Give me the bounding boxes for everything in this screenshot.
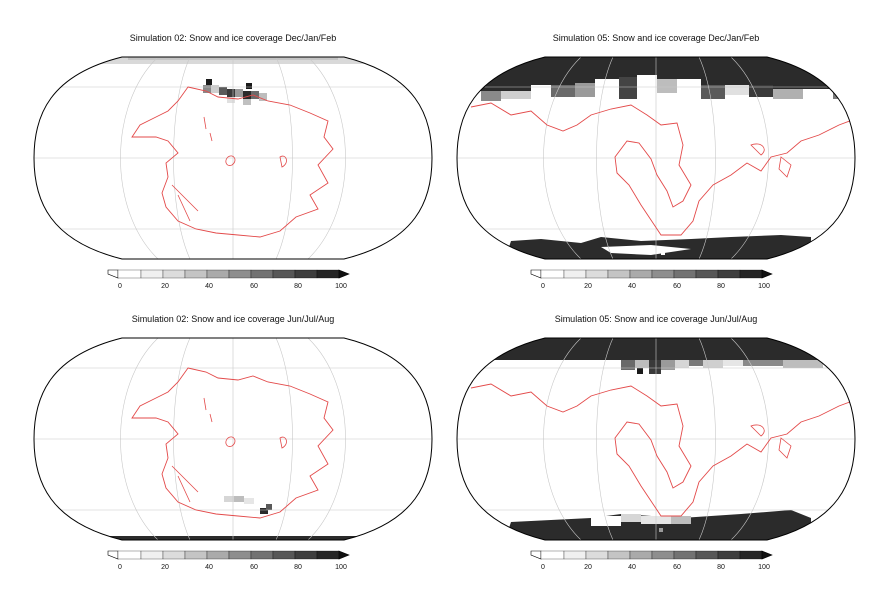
panel-sim05-jja: Simulation 05: Snow and ice coverage Jun… — [451, 314, 861, 604]
coastline-2 — [750, 424, 792, 459]
colorbar-under-arrow — [107, 550, 119, 560]
map-sim05-djf — [456, 56, 856, 260]
ice-edge-north — [621, 360, 823, 374]
tick-label: 100 — [335, 564, 347, 571]
panel-title: Simulation 05: Snow and ice coverage Jun… — [554, 314, 758, 324]
tick-label: 20 — [161, 283, 169, 290]
ice-cells — [224, 496, 272, 514]
map-border — [456, 56, 856, 260]
graticule — [457, 338, 855, 540]
ice-cells — [203, 79, 267, 105]
colorbar-over-arrow — [338, 269, 350, 279]
coastline-inner — [203, 397, 287, 449]
tick-label: 40 — [628, 283, 636, 290]
panel-title: Simulation 05: Snow and ice coverage Dec… — [552, 33, 760, 43]
tick-label: 100 — [335, 283, 347, 290]
tick-label: 60 — [673, 283, 681, 290]
tick-label: 20 — [584, 564, 592, 571]
coastline — [470, 383, 855, 517]
tick-label: 0 — [118, 283, 122, 290]
tick-label: 80 — [294, 564, 302, 571]
coastline-2 — [750, 143, 792, 178]
tick-label: 80 — [294, 283, 302, 290]
panel-sim05-djf: Simulation 05: Snow and ice coverage Dec… — [451, 33, 861, 323]
coastline-inner-2 — [171, 465, 199, 503]
tick-label: 40 — [205, 283, 213, 290]
tick-label: 80 — [717, 564, 725, 571]
map-border — [33, 56, 433, 260]
map-sim02-jja — [33, 337, 433, 541]
graticule — [457, 57, 855, 259]
graticule — [34, 57, 432, 259]
tick-label: 60 — [250, 283, 258, 290]
coastline — [131, 367, 334, 519]
coastline — [131, 86, 334, 238]
tick-label: 80 — [717, 283, 725, 290]
panel-sim02-djf: Simulation 02: Snow and ice coverage Dec… — [28, 33, 438, 323]
tick-label: 60 — [250, 564, 258, 571]
tick-label: 0 — [541, 283, 545, 290]
ice-south-white — [601, 245, 691, 255]
map-sim02-djf — [33, 56, 433, 260]
tick-label: 60 — [673, 564, 681, 571]
panel-sim02-jja: Simulation 02: Snow and ice coverage Jun… — [28, 314, 438, 604]
tick-label: 40 — [628, 564, 636, 571]
colorbar: 0 20 40 60 80 100 — [107, 269, 350, 290]
coastline-inner-2 — [171, 184, 199, 222]
map-sim05-jja — [456, 337, 856, 541]
colorbar: 0 20 40 60 80 100 — [530, 269, 773, 290]
tick-label: 100 — [758, 564, 770, 571]
tick-label: 100 — [758, 283, 770, 290]
tick-label: 20 — [161, 564, 169, 571]
panel-title: Simulation 02: Snow and ice coverage Jun… — [131, 314, 335, 324]
graticule — [34, 338, 432, 540]
colorbar-under-arrow — [530, 269, 542, 279]
colorbar-over-arrow — [761, 269, 773, 279]
colorbar: 0 20 40 60 80 100 — [530, 550, 773, 571]
coastline-inner — [203, 116, 287, 168]
tick-label: 40 — [205, 564, 213, 571]
map-border — [33, 337, 433, 541]
tick-label: 20 — [584, 283, 592, 290]
map-border — [456, 337, 856, 541]
coastline — [470, 102, 855, 236]
colorbar-under-arrow — [107, 269, 119, 279]
tick-label: 0 — [541, 564, 545, 571]
panel-title: Simulation 02: Snow and ice coverage Dec… — [129, 33, 337, 43]
tick-label: 0 — [118, 564, 122, 571]
colorbar: 0 20 40 60 80 100 — [107, 550, 350, 571]
colorbar-under-arrow — [530, 550, 542, 560]
colorbar-over-arrow — [338, 550, 350, 560]
colorbar-over-arrow — [761, 550, 773, 560]
